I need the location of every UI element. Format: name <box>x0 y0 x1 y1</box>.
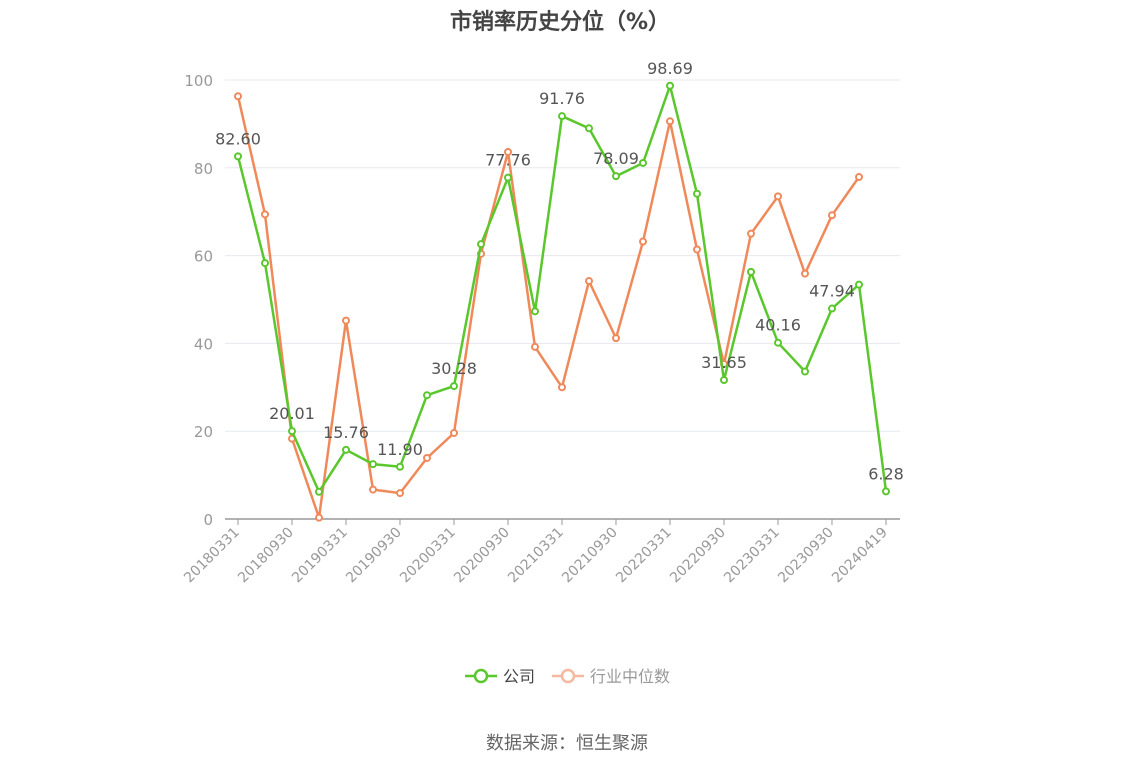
data-point <box>720 376 728 385</box>
data-label: 82.60 <box>215 129 261 148</box>
legend-marker <box>560 668 576 684</box>
x-tick-label: 20200331 <box>397 525 459 587</box>
data-point <box>558 112 566 121</box>
data-label: 6.28 <box>868 464 904 483</box>
y-tick-label: 80 <box>194 160 213 178</box>
x-tick-label: 20180331 <box>181 525 243 587</box>
y-tick-label: 0 <box>203 511 213 529</box>
x-tick-label: 20190331 <box>289 525 351 587</box>
legend-marker <box>473 668 489 684</box>
data-point <box>450 382 458 391</box>
x-tick-label: 20240419 <box>829 525 891 587</box>
data-point <box>369 485 377 494</box>
data-point <box>747 229 755 238</box>
data-point <box>855 280 863 289</box>
data-point <box>234 152 242 161</box>
data-label: 20.01 <box>269 404 315 423</box>
data-point <box>585 124 593 133</box>
data-point <box>531 307 539 316</box>
legend-label: 行业中位数 <box>590 667 670 686</box>
x-tick-label: 20220331 <box>613 525 675 587</box>
data-point <box>423 391 431 400</box>
data-point <box>261 210 269 219</box>
y-tick-label: 20 <box>194 423 213 441</box>
data-label: 47.94 <box>809 282 855 301</box>
data-label: 78.09 <box>593 149 639 168</box>
x-tick-label: 20230331 <box>721 525 783 587</box>
data-point <box>801 269 809 278</box>
data-label: 98.69 <box>647 59 693 78</box>
data-point <box>747 267 755 276</box>
data-point <box>612 172 620 181</box>
data-point <box>828 304 836 313</box>
x-tick-label: 20230930 <box>775 525 837 587</box>
data-label: 31.65 <box>701 353 747 372</box>
data-point <box>612 334 620 343</box>
data-label: 77.76 <box>485 151 531 170</box>
data-point <box>801 367 809 376</box>
x-tick-label: 20200930 <box>451 525 513 587</box>
data-point <box>639 158 647 167</box>
data-point <box>396 462 404 471</box>
data-point <box>315 487 323 496</box>
data-point <box>666 117 674 126</box>
data-point <box>774 338 782 347</box>
y-tick-label: 40 <box>194 335 213 353</box>
data-label: 11.90 <box>377 440 423 459</box>
data-point <box>639 237 647 246</box>
data-point <box>531 342 539 351</box>
data-point <box>234 92 242 101</box>
x-tick-label: 20210331 <box>505 525 567 587</box>
chart-title: 市销率历史分位（%） <box>449 10 671 35</box>
data-point <box>369 460 377 469</box>
x-tick-label: 20180930 <box>235 525 297 587</box>
data-source: 数据来源：恒生聚源 <box>486 733 648 754</box>
data-point <box>855 173 863 182</box>
data-point <box>342 445 350 454</box>
data-point <box>882 487 890 496</box>
data-point <box>288 427 296 436</box>
x-tick-label: 20210930 <box>559 525 621 587</box>
data-point <box>504 147 512 156</box>
data-point <box>666 81 674 90</box>
data-point <box>423 453 431 462</box>
y-tick-label: 100 <box>184 72 213 90</box>
series-line <box>236 95 861 519</box>
x-tick-label: 20220930 <box>667 525 729 587</box>
data-point <box>693 189 701 198</box>
data-point <box>558 383 566 392</box>
data-label: 30.28 <box>431 359 477 378</box>
data-label: 91.76 <box>539 89 585 108</box>
data-point <box>315 513 323 522</box>
data-label: 40.16 <box>755 316 801 335</box>
data-point <box>396 489 404 498</box>
x-tick-label: 20190930 <box>343 525 405 587</box>
data-point <box>774 192 782 201</box>
data-point <box>342 316 350 325</box>
data-point <box>585 277 593 286</box>
data-label: 15.76 <box>323 423 369 442</box>
data-point <box>450 428 458 437</box>
legend-label: 公司 <box>503 667 535 686</box>
data-point <box>477 240 485 249</box>
data-point <box>693 245 701 254</box>
data-point <box>828 211 836 220</box>
data-point <box>504 173 512 182</box>
y-tick-label: 60 <box>194 248 213 266</box>
data-point <box>261 259 269 268</box>
